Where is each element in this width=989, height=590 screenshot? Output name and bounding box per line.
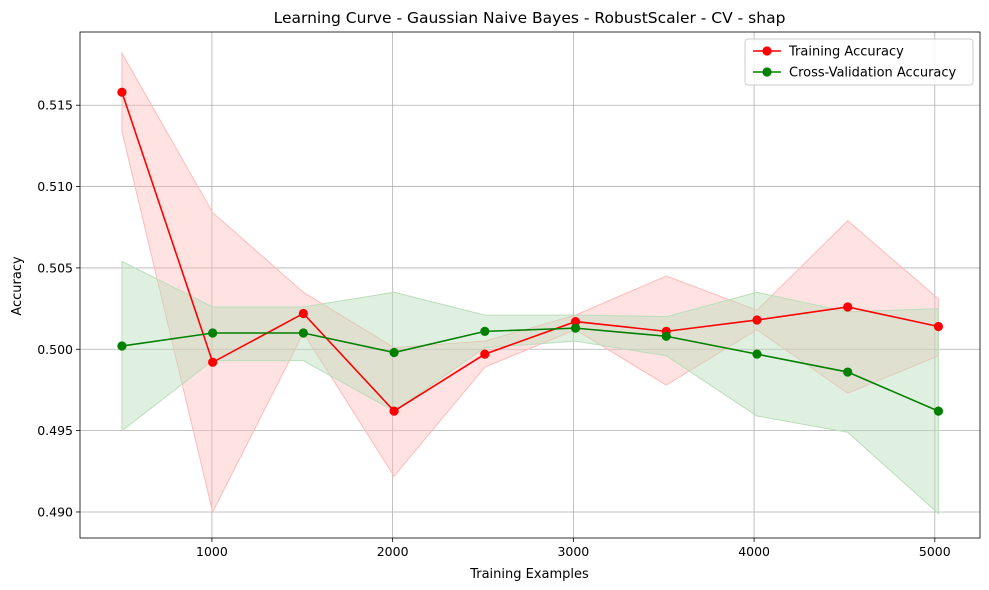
cross-validation-accuracy-point [752, 349, 762, 359]
training-accuracy-legend-marker [762, 46, 772, 56]
y-tick-label: 0.500 [37, 342, 73, 357]
cross-validation-accuracy-band [121, 260, 939, 515]
grid [80, 32, 980, 538]
training-accuracy-point [933, 321, 944, 332]
x-tick-label: 3000 [557, 544, 589, 559]
x-tick-label: 2000 [377, 544, 409, 559]
chart-title: Learning Curve - Gaussian Naive Bayes - … [274, 9, 786, 27]
y-tick-label: 0.510 [37, 179, 73, 194]
confidence-bands [121, 51, 939, 515]
training-accuracy-point [208, 357, 218, 367]
y-tick-label: 0.505 [37, 260, 73, 275]
training-accuracy-band [121, 51, 939, 514]
y-tick-label: 0.490 [37, 504, 73, 519]
cross-validation-accuracy-point [298, 328, 308, 338]
cross-validation-accuracy-point [480, 326, 490, 336]
x-tick-label: 1000 [196, 544, 228, 559]
cross-validation-accuracy-point [208, 328, 218, 338]
y-axis-title: Accuracy [10, 256, 25, 316]
cross-validation-accuracy-point [843, 367, 853, 377]
training-accuracy-point [570, 317, 581, 327]
cross-validation-accuracy-point [570, 323, 581, 333]
cross-validation-accuracy-legend-marker [762, 67, 772, 77]
training-accuracy-legend-label: Training Accuracy [788, 45, 904, 60]
x-axis-title: Training Examples [469, 567, 589, 582]
training-accuracy-point [843, 302, 853, 312]
training-accuracy-point [298, 308, 308, 319]
cross-validation-accuracy-point [933, 406, 944, 416]
y-tick-label: 0.515 [37, 98, 73, 113]
cross-validation-accuracy-point [117, 341, 127, 351]
legend: Training Accuracy Cross-Validation Accura… [744, 38, 974, 86]
cross-validation-accuracy-point [389, 347, 399, 358]
training-accuracy-point [117, 87, 127, 97]
training-accuracy-point [752, 315, 762, 325]
plot-frame [79, 31, 981, 539]
legend-box [744, 38, 974, 86]
x-tick-label: 5000 [919, 544, 951, 559]
cross-validation-accuracy-point [661, 331, 671, 341]
y-tick-label: 0.495 [37, 423, 73, 438]
cross-validation-accuracy-legend-label: Cross-Validation Accuracy [789, 66, 957, 81]
cross-validation-accuracy-line [121, 327, 939, 412]
axis-ticks: 1000 2000 3000 4000 5000 0.490 0.495 0.500 0.505… [37, 98, 951, 559]
training-accuracy-line [121, 91, 939, 413]
training-accuracy-point [389, 406, 399, 416]
training-accuracy-point [480, 349, 490, 359]
x-tick-label: 4000 [738, 544, 770, 559]
series-lines [121, 91, 939, 413]
series-points [117, 87, 944, 416]
